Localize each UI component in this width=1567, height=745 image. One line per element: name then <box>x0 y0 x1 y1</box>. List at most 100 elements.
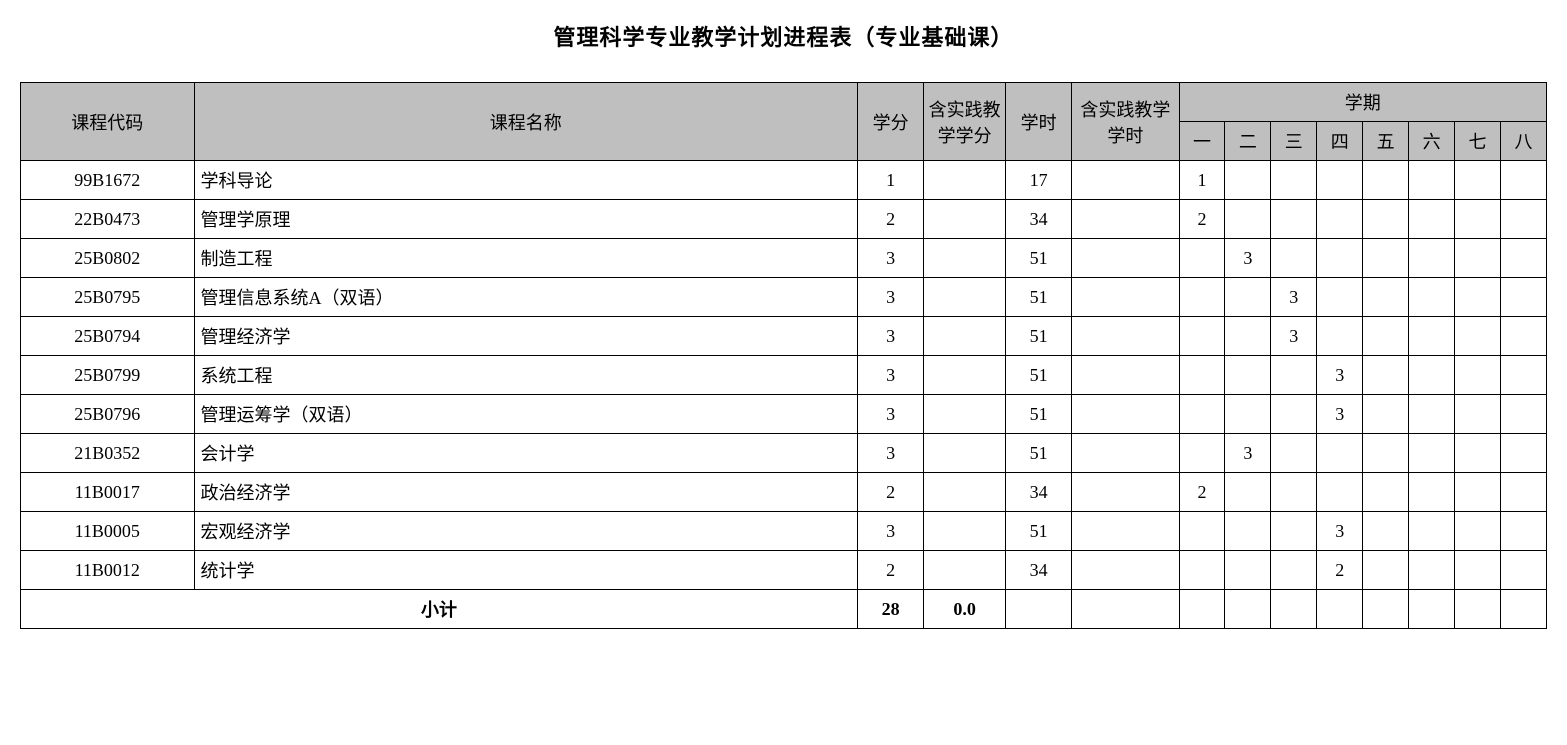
cell-sem-6 <box>1409 551 1455 590</box>
cell-sem-5 <box>1363 473 1409 512</box>
header-sem-6: 六 <box>1409 122 1455 161</box>
cell-practice-credit <box>924 512 1006 551</box>
subtotal-label: 小计 <box>21 590 858 629</box>
cell-sem-8 <box>1500 551 1546 590</box>
cell-sem-1 <box>1179 239 1225 278</box>
subtotal-hours <box>1005 590 1071 629</box>
subtotal-sem-2 <box>1225 590 1271 629</box>
table-row: 21B0352会计学3513 <box>21 434 1547 473</box>
cell-code: 11B0012 <box>21 551 195 590</box>
cell-practice-hours <box>1072 473 1179 512</box>
cell-code: 21B0352 <box>21 434 195 473</box>
cell-sem-5 <box>1363 356 1409 395</box>
table-row: 11B0017政治经济学2342 <box>21 473 1547 512</box>
cell-hours: 51 <box>1005 512 1071 551</box>
cell-practice-hours <box>1072 434 1179 473</box>
cell-practice-hours <box>1072 512 1179 551</box>
table-row: 25B0799系统工程3513 <box>21 356 1547 395</box>
cell-sem-6 <box>1409 434 1455 473</box>
cell-credit: 3 <box>857 395 923 434</box>
cell-sem-8 <box>1500 161 1546 200</box>
cell-sem-5 <box>1363 161 1409 200</box>
cell-sem-3: 3 <box>1271 278 1317 317</box>
cell-sem-7 <box>1455 317 1501 356</box>
cell-sem-1 <box>1179 278 1225 317</box>
cell-sem-2 <box>1225 551 1271 590</box>
subtotal-credit: 28 <box>857 590 923 629</box>
header-credit: 学分 <box>857 83 923 161</box>
cell-hours: 51 <box>1005 278 1071 317</box>
cell-code: 25B0799 <box>21 356 195 395</box>
cell-practice-hours <box>1072 161 1179 200</box>
cell-practice-hours <box>1072 395 1179 434</box>
cell-sem-2 <box>1225 317 1271 356</box>
cell-hours: 51 <box>1005 434 1071 473</box>
subtotal-sem-8 <box>1500 590 1546 629</box>
cell-hours: 51 <box>1005 356 1071 395</box>
subtotal-sem-4 <box>1317 590 1363 629</box>
cell-sem-3 <box>1271 356 1317 395</box>
cell-credit: 3 <box>857 317 923 356</box>
cell-practice-credit <box>924 200 1006 239</box>
cell-practice-credit <box>924 239 1006 278</box>
cell-name: 管理学原理 <box>194 200 857 239</box>
header-code: 课程代码 <box>21 83 195 161</box>
cell-name: 政治经济学 <box>194 473 857 512</box>
table-row: 11B0005宏观经济学3513 <box>21 512 1547 551</box>
cell-sem-1 <box>1179 317 1225 356</box>
cell-practice-hours <box>1072 317 1179 356</box>
cell-hours: 51 <box>1005 395 1071 434</box>
cell-practice-credit <box>924 551 1006 590</box>
cell-sem-8 <box>1500 512 1546 551</box>
cell-sem-4: 2 <box>1317 551 1363 590</box>
table-row: 25B0794管理经济学3513 <box>21 317 1547 356</box>
cell-sem-8 <box>1500 395 1546 434</box>
cell-sem-3 <box>1271 200 1317 239</box>
cell-sem-3: 3 <box>1271 317 1317 356</box>
cell-practice-credit <box>924 473 1006 512</box>
subtotal-practice-hours <box>1072 590 1179 629</box>
cell-sem-5 <box>1363 395 1409 434</box>
cell-sem-6 <box>1409 161 1455 200</box>
cell-sem-4: 3 <box>1317 395 1363 434</box>
cell-sem-1: 1 <box>1179 161 1225 200</box>
cell-code: 99B1672 <box>21 161 195 200</box>
header-practice-credit: 含实践教学学分 <box>924 83 1006 161</box>
cell-sem-8 <box>1500 278 1546 317</box>
cell-credit: 3 <box>857 356 923 395</box>
cell-sem-6 <box>1409 356 1455 395</box>
cell-sem-4 <box>1317 161 1363 200</box>
cell-sem-8 <box>1500 434 1546 473</box>
cell-sem-7 <box>1455 473 1501 512</box>
cell-hours: 34 <box>1005 200 1071 239</box>
cell-sem-3 <box>1271 512 1317 551</box>
subtotal-practice-credit: 0.0 <box>924 590 1006 629</box>
cell-name: 制造工程 <box>194 239 857 278</box>
cell-sem-8 <box>1500 473 1546 512</box>
cell-practice-hours <box>1072 200 1179 239</box>
cell-practice-credit <box>924 317 1006 356</box>
cell-name: 管理信息系统A（双语） <box>194 278 857 317</box>
cell-sem-1: 2 <box>1179 200 1225 239</box>
cell-sem-3 <box>1271 434 1317 473</box>
header-hours: 学时 <box>1005 83 1071 161</box>
header-sem-7: 七 <box>1455 122 1501 161</box>
page-title: 管理科学专业教学计划进程表（专业基础课） <box>20 20 1547 52</box>
cell-sem-6 <box>1409 395 1455 434</box>
cell-practice-hours <box>1072 551 1179 590</box>
cell-sem-7 <box>1455 239 1501 278</box>
header-sem-1: 一 <box>1179 122 1225 161</box>
cell-sem-1: 2 <box>1179 473 1225 512</box>
cell-sem-4 <box>1317 239 1363 278</box>
cell-code: 11B0017 <box>21 473 195 512</box>
header-sem-8: 八 <box>1500 122 1546 161</box>
cell-credit: 3 <box>857 239 923 278</box>
cell-sem-2 <box>1225 356 1271 395</box>
cell-sem-4 <box>1317 434 1363 473</box>
cell-credit: 2 <box>857 551 923 590</box>
cell-sem-2 <box>1225 512 1271 551</box>
cell-sem-1 <box>1179 512 1225 551</box>
cell-sem-3 <box>1271 395 1317 434</box>
cell-credit: 2 <box>857 473 923 512</box>
cell-sem-3 <box>1271 161 1317 200</box>
